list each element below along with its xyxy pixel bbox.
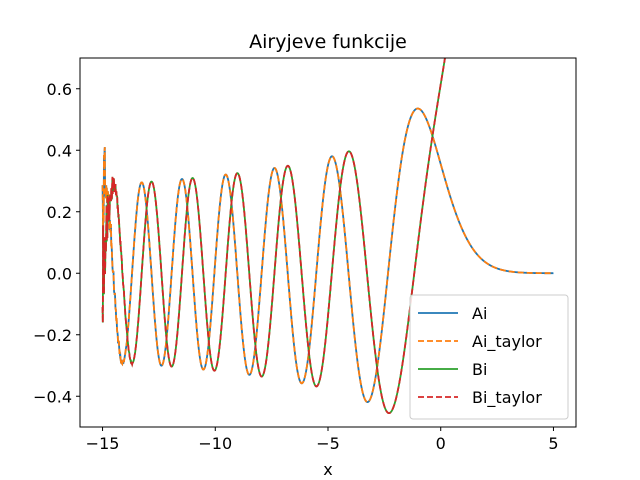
legend: Ai Ai_taylor Bi Bi_taylor xyxy=(409,294,569,420)
legend-label: Ai_taylor xyxy=(472,332,542,352)
legend-label: Bi xyxy=(472,360,487,379)
series-layer xyxy=(101,58,554,415)
y-tick-label: 0.2 xyxy=(47,203,72,222)
x-tick-label: −10 xyxy=(198,434,232,453)
chart-title: Airyjeve funkcije xyxy=(249,31,407,53)
x-tick-label: −15 xyxy=(86,434,120,453)
y-tick-label: −0.4 xyxy=(33,387,72,406)
x-tick-label: 0 xyxy=(436,434,446,453)
x-tick-label: 5 xyxy=(548,434,558,453)
x-tick-label: −5 xyxy=(316,434,340,453)
legend-label: Ai xyxy=(472,304,487,323)
x-axis-label: x xyxy=(323,460,332,479)
y-tick-label: 0.4 xyxy=(47,141,72,160)
y-tick-label: 0.0 xyxy=(47,264,72,283)
legend-box xyxy=(409,294,569,420)
y-axis-ticks: −0.4 −0.2 0.0 0.2 0.4 0.6 xyxy=(33,80,80,406)
series-line-ai-taylor xyxy=(101,107,554,404)
x-axis-ticks: −15 −10 −5 0 5 xyxy=(86,427,559,453)
series-line-bi-taylor xyxy=(101,58,446,415)
y-tick-label: 0.6 xyxy=(47,80,72,99)
y-tick-label: −0.2 xyxy=(33,326,72,345)
legend-label: Bi_taylor xyxy=(472,388,542,408)
